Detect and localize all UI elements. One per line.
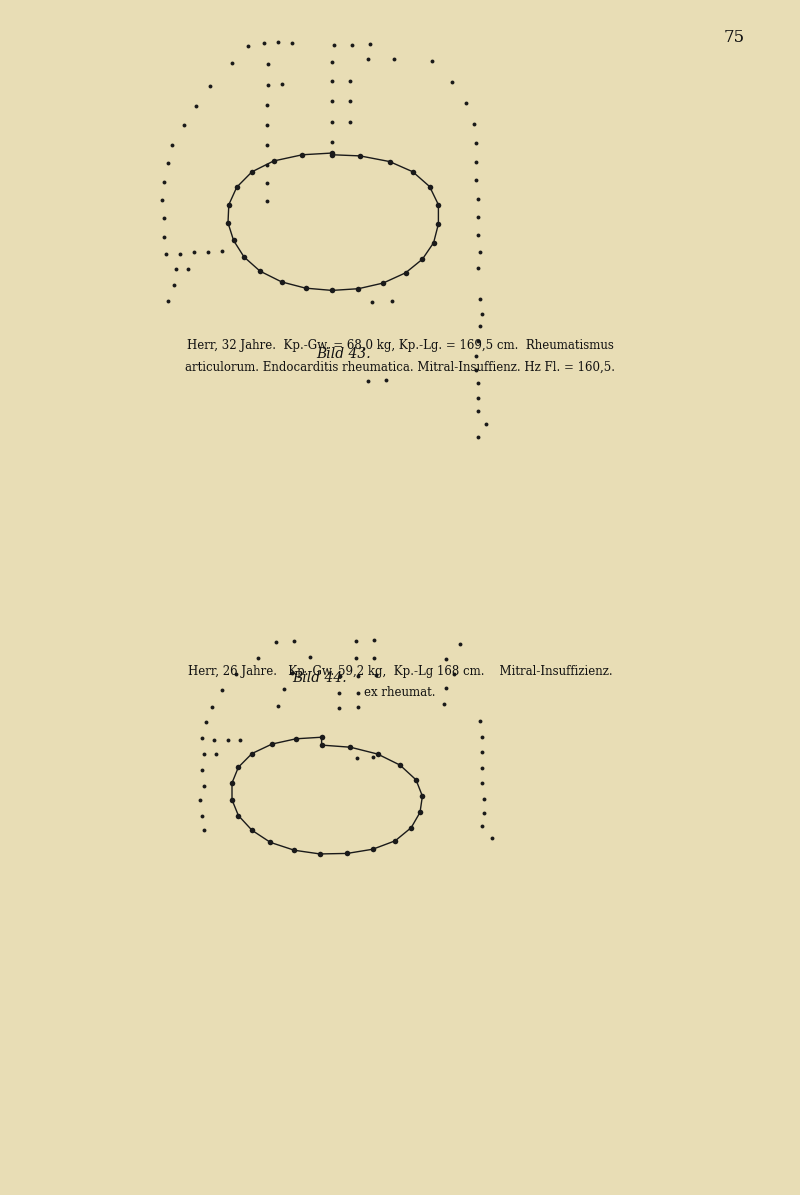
Text: Bild 44.: Bild 44.: [293, 672, 347, 686]
Text: articulorum. Endocarditis rheumatica. Mitral-Insuffienz. Hz Fl. = 160,5.: articulorum. Endocarditis rheumatica. Mi…: [185, 361, 615, 374]
Text: Herr, 26 Jahre.   Kp.-Gw. 59,2 kg,  Kp.-Lg 168 cm.    Mitral-Insuffizienz.: Herr, 26 Jahre. Kp.-Gw. 59,2 kg, Kp.-Lg …: [188, 664, 612, 678]
Text: 75: 75: [724, 29, 745, 45]
Text: Herr, 32 Jahre.  Kp.-Gw. = 68,0 kg, Kp.-Lg. = 169,5 cm.  Rheumatismus: Herr, 32 Jahre. Kp.-Gw. = 68,0 kg, Kp.-L…: [186, 339, 614, 353]
Text: Bild 43.: Bild 43.: [317, 347, 371, 361]
Text: ex rheumat.: ex rheumat.: [364, 686, 436, 699]
